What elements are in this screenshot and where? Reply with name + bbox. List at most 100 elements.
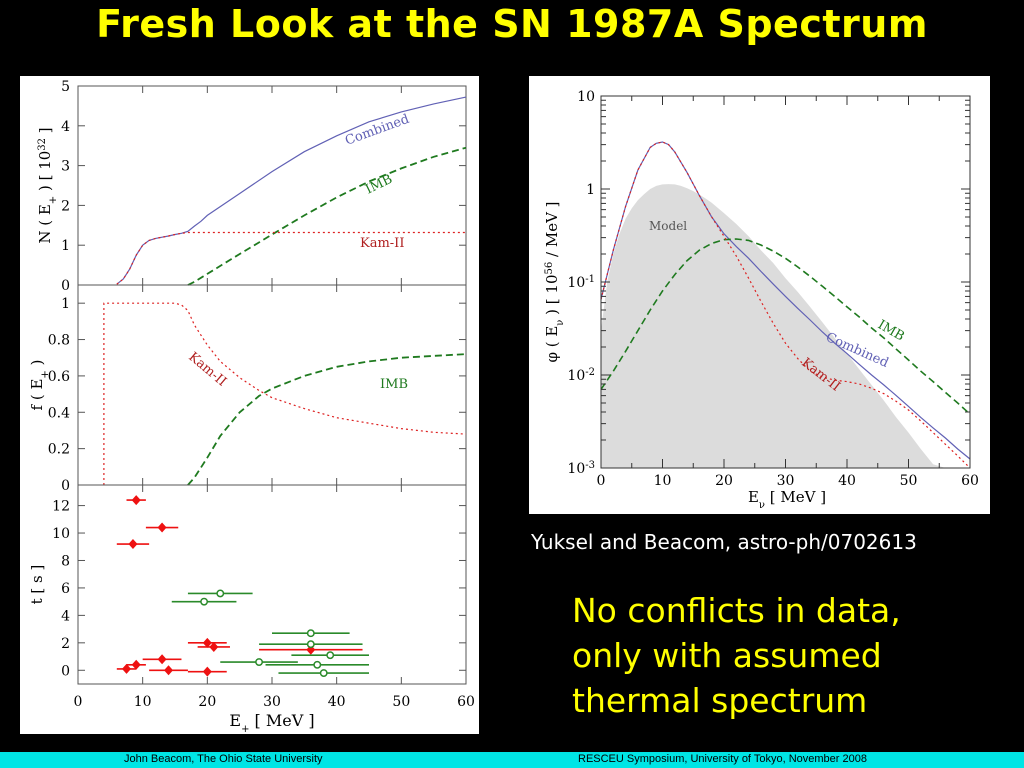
slide-title: Fresh Look at the SN 1987A Spectrum [96, 2, 928, 46]
x-tick-label: 0 [597, 473, 606, 489]
y-axis-label-part: ) [ 10 [543, 274, 561, 319]
y-axis-label-part: ) [ 10 [36, 151, 54, 196]
y-tick-exponent: -2 [585, 367, 595, 378]
y-tick-label: 0.6 [48, 369, 70, 385]
y-axis-label-part: ] [36, 127, 54, 138]
data-point-kam [131, 659, 141, 670]
citation: Yuksel and Beacom, astro-ph/0702613 [531, 530, 917, 554]
x-axis-label-part: [ MeV ] [765, 488, 826, 506]
y-tick-label: 2 [61, 636, 70, 652]
y-tick-base: 10 [567, 461, 585, 477]
data-point-imb [326, 651, 335, 660]
y-tick-label: 10-2 [567, 367, 595, 385]
x-tick-label: 60 [961, 473, 979, 489]
annotation-model: Model [649, 219, 687, 233]
y-tick-label: 0.2 [48, 442, 70, 458]
x-tick-label: 30 [777, 473, 795, 489]
y-tick-label: 4 [61, 608, 70, 624]
y-axis-label: t [ s ] [28, 565, 46, 605]
model-area [601, 184, 970, 468]
y-axis-label: φ ( Eν ) [ 1056 / MeV ] [543, 201, 566, 362]
y-axis-label-part: + [48, 196, 59, 204]
y-tick-label: 0.4 [48, 405, 70, 421]
y-tick-label: 10-1 [567, 274, 595, 292]
x-axis-label: E+ [ MeV ] [229, 711, 314, 734]
y-tick-base: 10 [567, 275, 585, 291]
x-axis-label-part: ν [759, 500, 765, 511]
x-axis-label-part: E [748, 488, 759, 506]
data-point-imb [216, 589, 225, 598]
y-tick-label: 1 [61, 296, 70, 312]
y-axis-label-part: 32 [37, 138, 48, 151]
data-point-kam [157, 654, 167, 665]
annotation-imb: IMB [363, 172, 395, 198]
y-tick-label: 12 [52, 499, 70, 515]
y-axis-label-part: 56 [544, 262, 555, 275]
x-axis-label-part: [ MeV ] [249, 711, 314, 730]
note-line: No conflicts in data, [572, 591, 901, 630]
x-tick-label: 10 [654, 473, 672, 489]
series-line-imb [187, 146, 467, 286]
x-tick-label: 30 [263, 694, 281, 710]
y-tick-label: 0 [61, 478, 70, 494]
y-tick-label: 10 [577, 89, 595, 105]
data-point-kam [128, 539, 138, 550]
y-tick-base: 10 [577, 89, 595, 105]
y-tick-label: 1 [61, 238, 70, 254]
note-line: thermal spectrum [572, 681, 868, 720]
y-tick-label: 2 [61, 198, 70, 214]
x-tick-label: 20 [715, 473, 733, 489]
footer-event: RESCEU Symposium, University of Tokyo, N… [578, 753, 867, 765]
y-axis-label-part: f ( E [28, 379, 46, 411]
data-point-imb [255, 658, 264, 666]
y-tick-label: 5 [61, 79, 70, 95]
x-axis-label: Eν [ MeV ] [748, 488, 826, 511]
y-axis-label-part: ν [555, 320, 566, 326]
x-tick-label: 10 [134, 694, 152, 710]
y-tick-label: 0 [61, 663, 70, 679]
y-axis-label: N ( E+ ) [ 1032 ] [36, 127, 59, 243]
y-tick-label: 10-3 [567, 460, 595, 478]
y-tick-exponent: -3 [585, 460, 595, 471]
series-line-kam-ii [116, 231, 466, 285]
data-point-kam [202, 637, 212, 648]
x-tick-label: 40 [838, 473, 856, 489]
y-axis-label-part: / MeV ] [543, 201, 561, 261]
x-axis-label-part: + [241, 724, 249, 735]
y-tick-label: 8 [61, 553, 70, 569]
x-axis-label-part: E [229, 711, 241, 730]
x-tick-label: 50 [392, 694, 410, 710]
y-tick-label: 0.8 [48, 333, 70, 349]
x-tick-label: 50 [900, 473, 918, 489]
y-tick-label: 6 [61, 581, 70, 597]
series-line-kam-ii [600, 141, 971, 469]
y-axis-label-part: φ ( E [543, 326, 561, 363]
y-tick-label: 3 [61, 159, 70, 175]
x-tick-label: 0 [74, 694, 83, 710]
data-point-imb [306, 629, 315, 638]
data-point-kam [122, 663, 131, 674]
note-line: only with assumed [572, 636, 882, 675]
data-point-kam [157, 522, 167, 533]
data-point-imb [319, 669, 328, 677]
data-point-kam [164, 665, 174, 676]
data-point-imb [200, 597, 209, 606]
y-axis-label: f ( E+ ) [28, 360, 51, 411]
series-line-imb [600, 238, 971, 415]
data-point-imb [306, 640, 315, 649]
y-tick-base: 1 [586, 182, 595, 198]
annotation-imb: IMB [875, 317, 907, 344]
y-tick-base: 10 [567, 368, 585, 384]
data-point-kam [209, 641, 219, 652]
series-line-combined [116, 96, 467, 285]
series-line-kam-ii [103, 302, 467, 485]
y-axis-label-part: N ( E [36, 204, 54, 243]
plot-frame [77, 484, 467, 685]
annotation-imb: IMB [380, 377, 408, 392]
annotation-combined: Combined [343, 112, 411, 149]
data-point-imb [313, 660, 322, 669]
annotation-kam: Kam-II [360, 236, 404, 251]
